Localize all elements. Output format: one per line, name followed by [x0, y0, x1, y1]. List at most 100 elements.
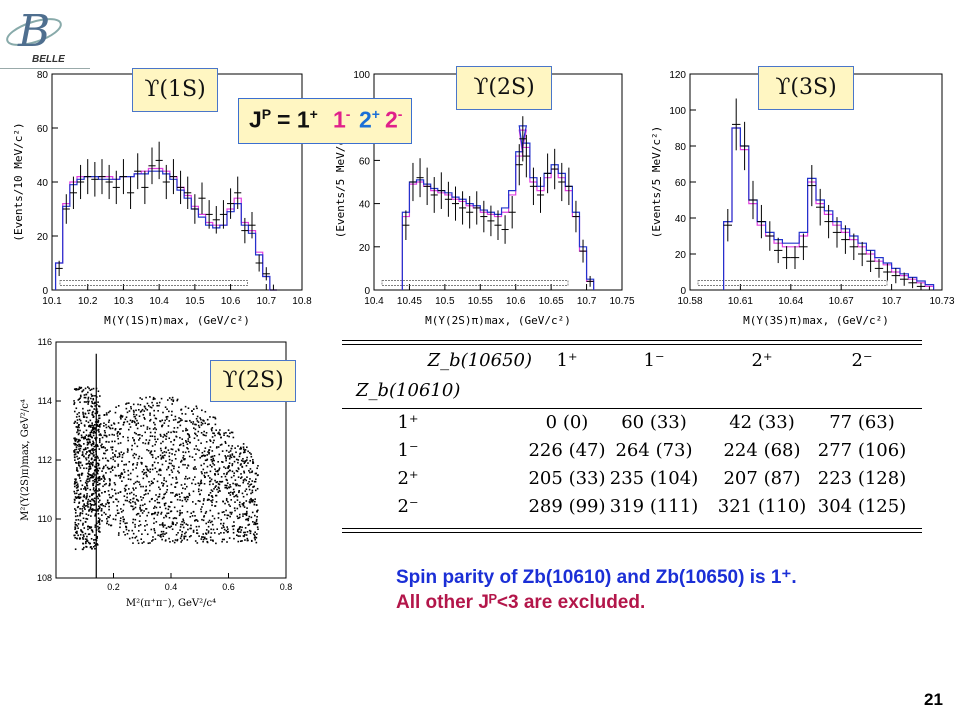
scatter-point	[134, 526, 136, 528]
scatter-point	[115, 514, 117, 517]
scatter-point	[85, 429, 88, 432]
scatter-point	[153, 522, 155, 525]
scatter-point	[163, 422, 166, 424]
scatter-point	[85, 542, 87, 545]
scatter-point	[198, 426, 201, 429]
scatter-point	[184, 498, 186, 501]
significance-table: Z_b(10650) 1⁺ 1⁻ 2⁺ 2⁻ Z_b(10610) 1⁺ 0 (0…	[342, 340, 922, 540]
scatter-point	[138, 455, 141, 458]
scatter-point	[154, 511, 157, 514]
scatter-point	[249, 471, 251, 474]
scatter-point	[87, 409, 89, 412]
scatter-point	[96, 483, 99, 486]
scatter-point	[75, 487, 78, 489]
scatter-point	[92, 476, 94, 479]
scatter-point	[215, 481, 218, 484]
scatter-point	[213, 488, 215, 490]
scatter-point	[209, 491, 212, 494]
scatter-point	[254, 531, 256, 534]
scatter-point	[92, 449, 94, 452]
scatter-point	[106, 517, 108, 520]
scatter-point	[208, 494, 210, 496]
scatter-point	[76, 422, 79, 424]
scatter-point	[171, 410, 173, 413]
scatter-point	[88, 424, 91, 427]
scatter-point	[145, 508, 147, 510]
scatter-point	[73, 422, 76, 425]
scatter-point	[169, 526, 171, 529]
scatter-point	[209, 439, 211, 441]
scatter-point	[156, 402, 158, 404]
scatter-point	[204, 476, 206, 479]
scatter-point	[167, 425, 170, 427]
scatter-point	[244, 460, 246, 462]
scatter-point	[99, 438, 101, 440]
scatter-point	[178, 493, 181, 496]
scatter-point	[168, 397, 171, 399]
scatter-point	[230, 499, 233, 501]
scatter-point	[149, 418, 152, 421]
scatter-point	[255, 518, 258, 521]
scatter-point	[117, 492, 120, 494]
scatter-point	[101, 514, 103, 516]
scatter-point	[96, 410, 99, 413]
scatter-point	[237, 484, 240, 487]
scatter-point	[74, 521, 77, 524]
scatter-point	[142, 413, 145, 416]
scatter-point	[146, 468, 149, 471]
scatter-point	[154, 438, 156, 441]
chart-title-box: ϒ(2S)	[456, 66, 552, 110]
scatter-point	[172, 443, 175, 446]
y-tick-label: 108	[37, 573, 52, 583]
scatter-point	[94, 502, 97, 505]
scatter-point	[212, 528, 215, 531]
page-number: 21	[924, 690, 943, 709]
scatter-point	[134, 506, 137, 509]
scatter-point	[242, 460, 244, 463]
scatter-point	[179, 512, 181, 514]
scatter-point	[92, 461, 94, 464]
background-band	[697, 280, 888, 286]
scatter-point	[88, 526, 91, 528]
scatter-point	[204, 537, 206, 540]
scatter-point	[174, 415, 177, 418]
scatter-point	[87, 400, 89, 403]
scatter-point	[232, 531, 235, 534]
scatter-point	[138, 437, 141, 440]
scatter-point	[233, 537, 235, 540]
scatter-point	[159, 454, 162, 457]
scatter-point	[99, 433, 102, 435]
scatter-point	[228, 503, 230, 506]
scatter-point	[233, 525, 235, 527]
scatter-point	[115, 498, 117, 501]
scatter-point	[77, 505, 80, 508]
scatter-point	[223, 526, 225, 529]
scatter-point	[209, 480, 212, 482]
scatter-point	[168, 506, 171, 508]
scatter-point	[77, 433, 80, 436]
scatter-point	[97, 425, 100, 427]
scatter-point	[134, 501, 136, 504]
scatter-point	[97, 419, 100, 422]
scatter-point	[76, 444, 79, 447]
scatter-point	[238, 504, 241, 506]
scatter-point	[151, 454, 154, 456]
chart-dalitz-scatter: 0.2 0.4 0.6 0.8 108 110 112 114 116 M²(π⁺π⁻), GeV…	[0, 332, 300, 622]
scatter-point	[94, 514, 97, 517]
scatter-point	[175, 517, 178, 520]
scatter-point	[174, 457, 177, 460]
scatter-point	[98, 479, 101, 481]
scatter-point	[225, 484, 228, 487]
scatter-point	[205, 533, 208, 535]
scatter-point	[199, 456, 201, 459]
scatter-point	[105, 513, 107, 516]
scatter-point	[97, 469, 100, 472]
scatter-point	[254, 489, 257, 492]
scatter-point	[96, 544, 99, 546]
scatter-point	[162, 482, 165, 485]
scatter-point	[142, 504, 144, 507]
x-tick-label: 10.7	[577, 296, 597, 307]
scatter-point	[88, 533, 91, 535]
scatter-point	[79, 439, 81, 442]
scatter-point	[159, 488, 161, 491]
